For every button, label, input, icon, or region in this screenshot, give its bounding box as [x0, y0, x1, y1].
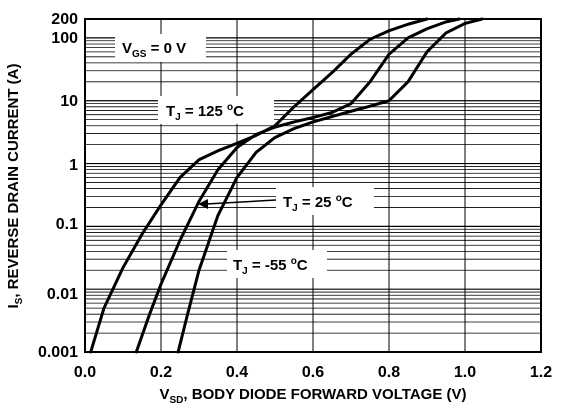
tj-55-label: TJ = -55 oC — [233, 256, 308, 277]
y-axis-label-rest: , REVERSE DRAIN CURRENT (A) — [5, 63, 22, 297]
curve-tj25 — [134, 17, 461, 354]
vgs-rest: = 0 V — [146, 40, 186, 57]
tj25-arrow-head — [198, 199, 208, 209]
y-tick-label: 0.001 — [38, 344, 78, 361]
x-tick-label: 0.6 — [302, 364, 324, 381]
tj125-subscript: J — [175, 112, 181, 123]
x-axis-label-subscript: SD — [170, 395, 184, 406]
y-axis-label-subscript: S — [14, 297, 25, 304]
curve-layer — [89, 17, 484, 354]
x-tick-label: 1.2 — [530, 364, 552, 381]
x-tick-label: 0.8 — [378, 364, 400, 381]
y-tick-label: 10 — [60, 93, 78, 110]
x-axis-label-rest: , BODY DIODE FORWARD VOLTAGE (V) — [183, 386, 466, 403]
y-tick-label: 0.01 — [47, 286, 78, 303]
x-tick-label: 0.4 — [226, 364, 248, 381]
tj-55-label-box — [227, 250, 327, 278]
curve-tj-55 — [176, 17, 484, 354]
x-axis-label: VSD, BODY DIODE FORWARD VOLTAGE (V) — [160, 386, 467, 406]
tj25-arrow-line — [205, 199, 277, 205]
y-tick-label: 100 — [51, 30, 78, 47]
tj125-label: TJ = 125 oC — [166, 102, 244, 123]
vgs-prefix: V — [122, 40, 132, 57]
x-tick-label: 0.0 — [74, 364, 96, 381]
tj25-label-box — [276, 187, 374, 215]
tj-55-rest: = -55 — [248, 257, 291, 274]
y-axis-label: IS, REVERSE DRAIN CURRENT (A) — [5, 63, 25, 308]
tick-layer: 0.0 0.2 0.4 0.6 0.8 1.0 1.2 0.001 0.01 0… — [38, 11, 552, 381]
grid-layer — [85, 18, 541, 352]
tj-55-subscript: J — [242, 266, 248, 277]
x-tick-label: 0.2 — [150, 364, 172, 381]
tj-55-prefix: T — [233, 257, 242, 274]
tj25-unit: C — [342, 194, 353, 211]
tj125-prefix: T — [166, 103, 175, 120]
tj25-subscript: J — [292, 203, 298, 214]
tj25-sup: o — [336, 193, 342, 204]
y-axis-label-prefix: I — [5, 304, 22, 308]
y-tick-label: 200 — [51, 11, 78, 28]
vgs-subscript: GS — [132, 49, 147, 60]
tj125-unit: C — [233, 103, 244, 120]
vgs-label: VGS = 0 V — [122, 40, 186, 60]
plot-frame — [84, 18, 542, 353]
tj25-prefix: T — [283, 194, 292, 211]
tj25-rest: = 25 — [298, 194, 336, 211]
y-tick-label: 1 — [69, 157, 78, 174]
x-tick-label: 1.0 — [454, 364, 476, 381]
x-axis-label-prefix: V — [160, 386, 170, 403]
curve-tj125 — [89, 17, 429, 354]
vgs-label-box — [115, 34, 206, 62]
tj-55-sup: o — [291, 256, 297, 267]
tj125-sup: o — [227, 102, 233, 113]
tj-55-unit: C — [297, 257, 308, 274]
tj125-rest: = 125 — [181, 103, 227, 120]
tj25-label: TJ = 25 oC — [283, 193, 353, 214]
y-tick-label: 0.1 — [56, 216, 78, 233]
tj125-label-box — [158, 96, 274, 124]
